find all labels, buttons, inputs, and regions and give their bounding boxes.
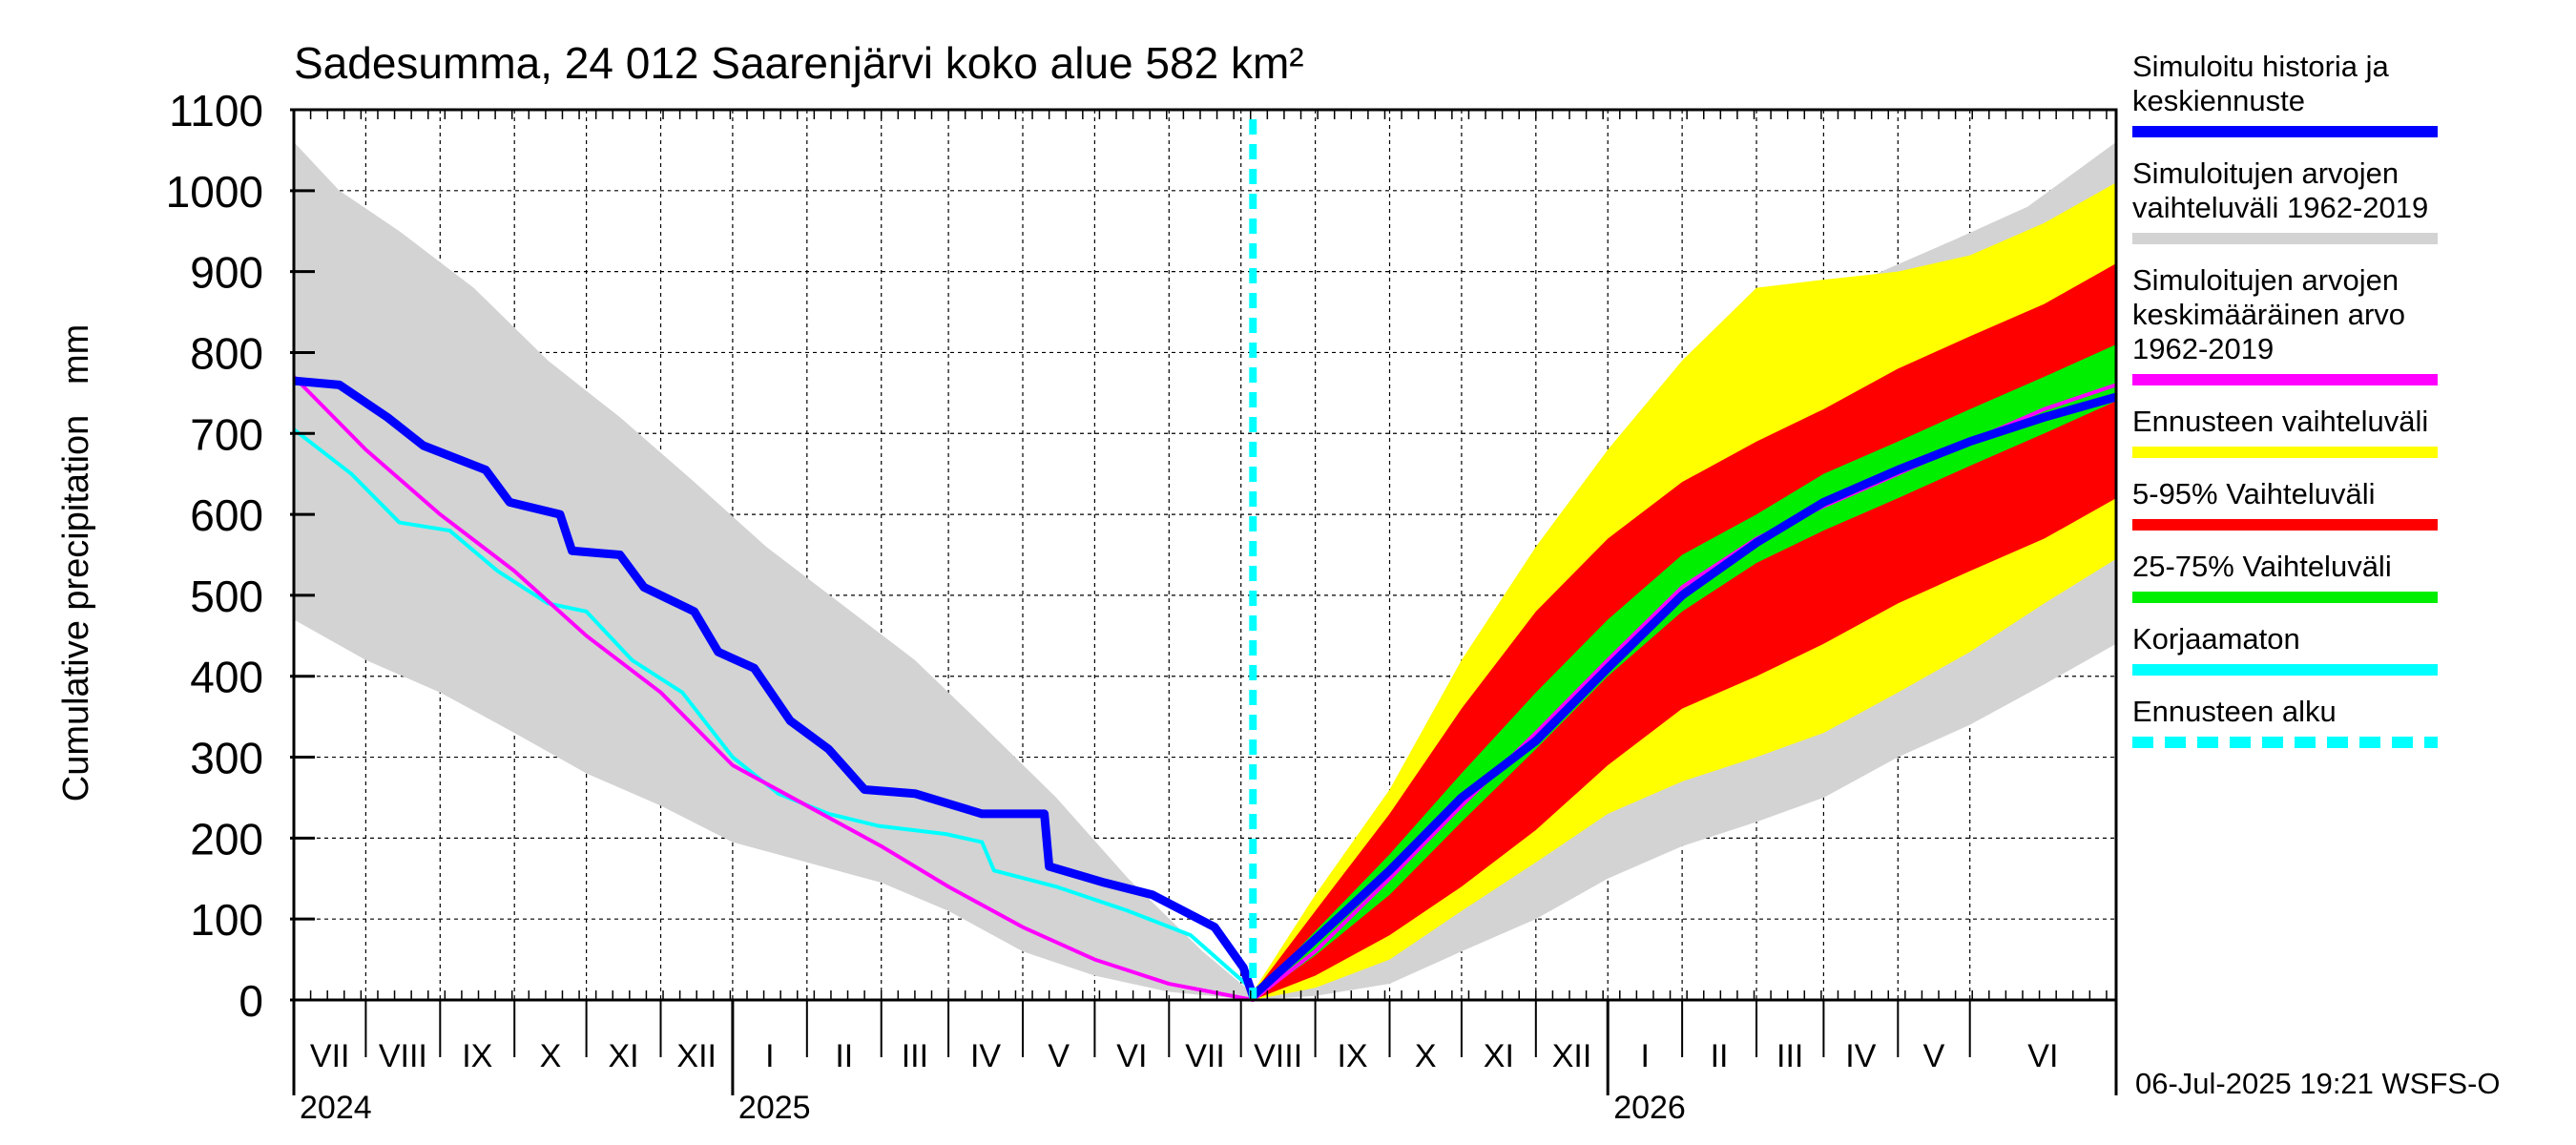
y-tick-label: 100	[190, 895, 263, 945]
x-month-label: IX	[1337, 1038, 1367, 1074]
legend-label: 5-95% Vaihteluväli	[2132, 477, 2376, 510]
x-month-label: XII	[676, 1038, 717, 1074]
x-month-label: VIII	[1254, 1038, 1302, 1074]
x-month-label: V	[1048, 1038, 1070, 1074]
legend-item: Korjaamaton	[2132, 622, 2447, 676]
y-tick-label: 200	[190, 814, 263, 864]
legend-item: Simuloitujen arvojen vaihteluväli 1962-2…	[2132, 156, 2447, 244]
series-lines	[292, 119, 2118, 1002]
x-month-label: VII	[310, 1038, 350, 1074]
x-month-label: VIII	[379, 1038, 427, 1074]
y-tick-label: 1100	[169, 86, 263, 135]
legend-label: Korjaamaton	[2132, 622, 2300, 656]
legend-item: Ennusteen alku	[2132, 695, 2447, 748]
y-tick-label: 900	[190, 248, 263, 298]
y-tick-label: 400	[190, 653, 263, 702]
legend-item: 25-75% Vaihteluväli	[2132, 550, 2447, 603]
x-year-label: 2025	[738, 1090, 811, 1126]
legend-swatch	[2132, 519, 2438, 531]
x-month-label: XI	[1484, 1038, 1514, 1074]
x-month-label: VII	[1185, 1038, 1225, 1074]
x-month-label: X	[1415, 1038, 1437, 1074]
x-year-label: 2026	[1613, 1090, 1686, 1126]
y-tick-label: 300	[190, 734, 263, 783]
series-line	[293, 376, 2118, 1001]
y-tick-label: 1000	[166, 167, 263, 217]
legend-swatch	[2132, 233, 2438, 244]
legend-item: Simuloitu historia ja keskiennuste	[2132, 50, 2447, 137]
x-month-label: IV	[1845, 1038, 1876, 1074]
legend: Simuloitu historia ja keskiennuste Simulo…	[2132, 50, 2447, 767]
legend-swatch	[2132, 447, 2438, 458]
legend-label: Ennusteen vaihteluväli	[2132, 405, 2429, 438]
x-month-label: I	[765, 1038, 774, 1074]
legend-item: Ennusteen vaihteluväli	[2132, 405, 2447, 458]
timestamp-footer: 06-Jul-2025 19:21 WSFS-O	[2135, 1067, 2501, 1100]
y-tick-label: 700	[190, 409, 263, 459]
y-tick-label: 0	[239, 976, 263, 1026]
legend-swatch	[2132, 374, 2438, 385]
x-month-label: I	[1640, 1038, 1649, 1074]
legend-swatch	[2132, 737, 2438, 748]
chart-title: Sadesumma, 24 012 Saarenjärvi koko alue …	[294, 38, 1304, 88]
legend-label: Ennusteen alku	[2132, 695, 2337, 728]
x-month-label: II	[1711, 1038, 1729, 1074]
legend-swatch	[2132, 592, 2438, 603]
x-month-label: V	[1923, 1038, 1945, 1074]
x-month-label: XII	[1552, 1038, 1592, 1074]
bands	[294, 141, 2116, 1001]
x-month-label: II	[835, 1038, 853, 1074]
x-month-label: VI	[2027, 1038, 2058, 1074]
legend-item: Simuloitujen arvojen keskimääräinen arvo…	[2132, 263, 2447, 385]
y-axis-label: Cumulative precipitation mm	[56, 324, 96, 802]
x-month-label: IX	[462, 1038, 492, 1074]
legend-label: Simuloitu historia ja keskiennuste	[2132, 50, 2389, 117]
x-month-label: VI	[1116, 1038, 1147, 1074]
x-month-label: III	[902, 1038, 928, 1074]
legend-swatch	[2132, 126, 2438, 137]
x-month-label: III	[1776, 1038, 1803, 1074]
legend-label: Simuloitujen arvojen keskimääräinen arvo…	[2132, 263, 2406, 365]
plot-frame	[292, 108, 2118, 1002]
legend-label: 25-75% Vaihteluväli	[2132, 550, 2392, 583]
legend-label: Simuloitujen arvojen vaihteluväli 1962-2…	[2132, 156, 2429, 224]
legend-swatch	[2132, 664, 2438, 676]
legend-item: 5-95% Vaihteluväli	[2132, 477, 2447, 531]
x-month-label: X	[540, 1038, 562, 1074]
band-area	[1253, 344, 2116, 1000]
y-tick-label: 600	[190, 490, 263, 540]
y-tick-label: 800	[190, 328, 263, 378]
x-month-label: XI	[608, 1038, 638, 1074]
x-month-label: IV	[970, 1038, 1001, 1074]
y-tick-label: 500	[190, 572, 263, 621]
series-line	[292, 427, 1255, 997]
x-year-label: 2024	[300, 1090, 372, 1126]
